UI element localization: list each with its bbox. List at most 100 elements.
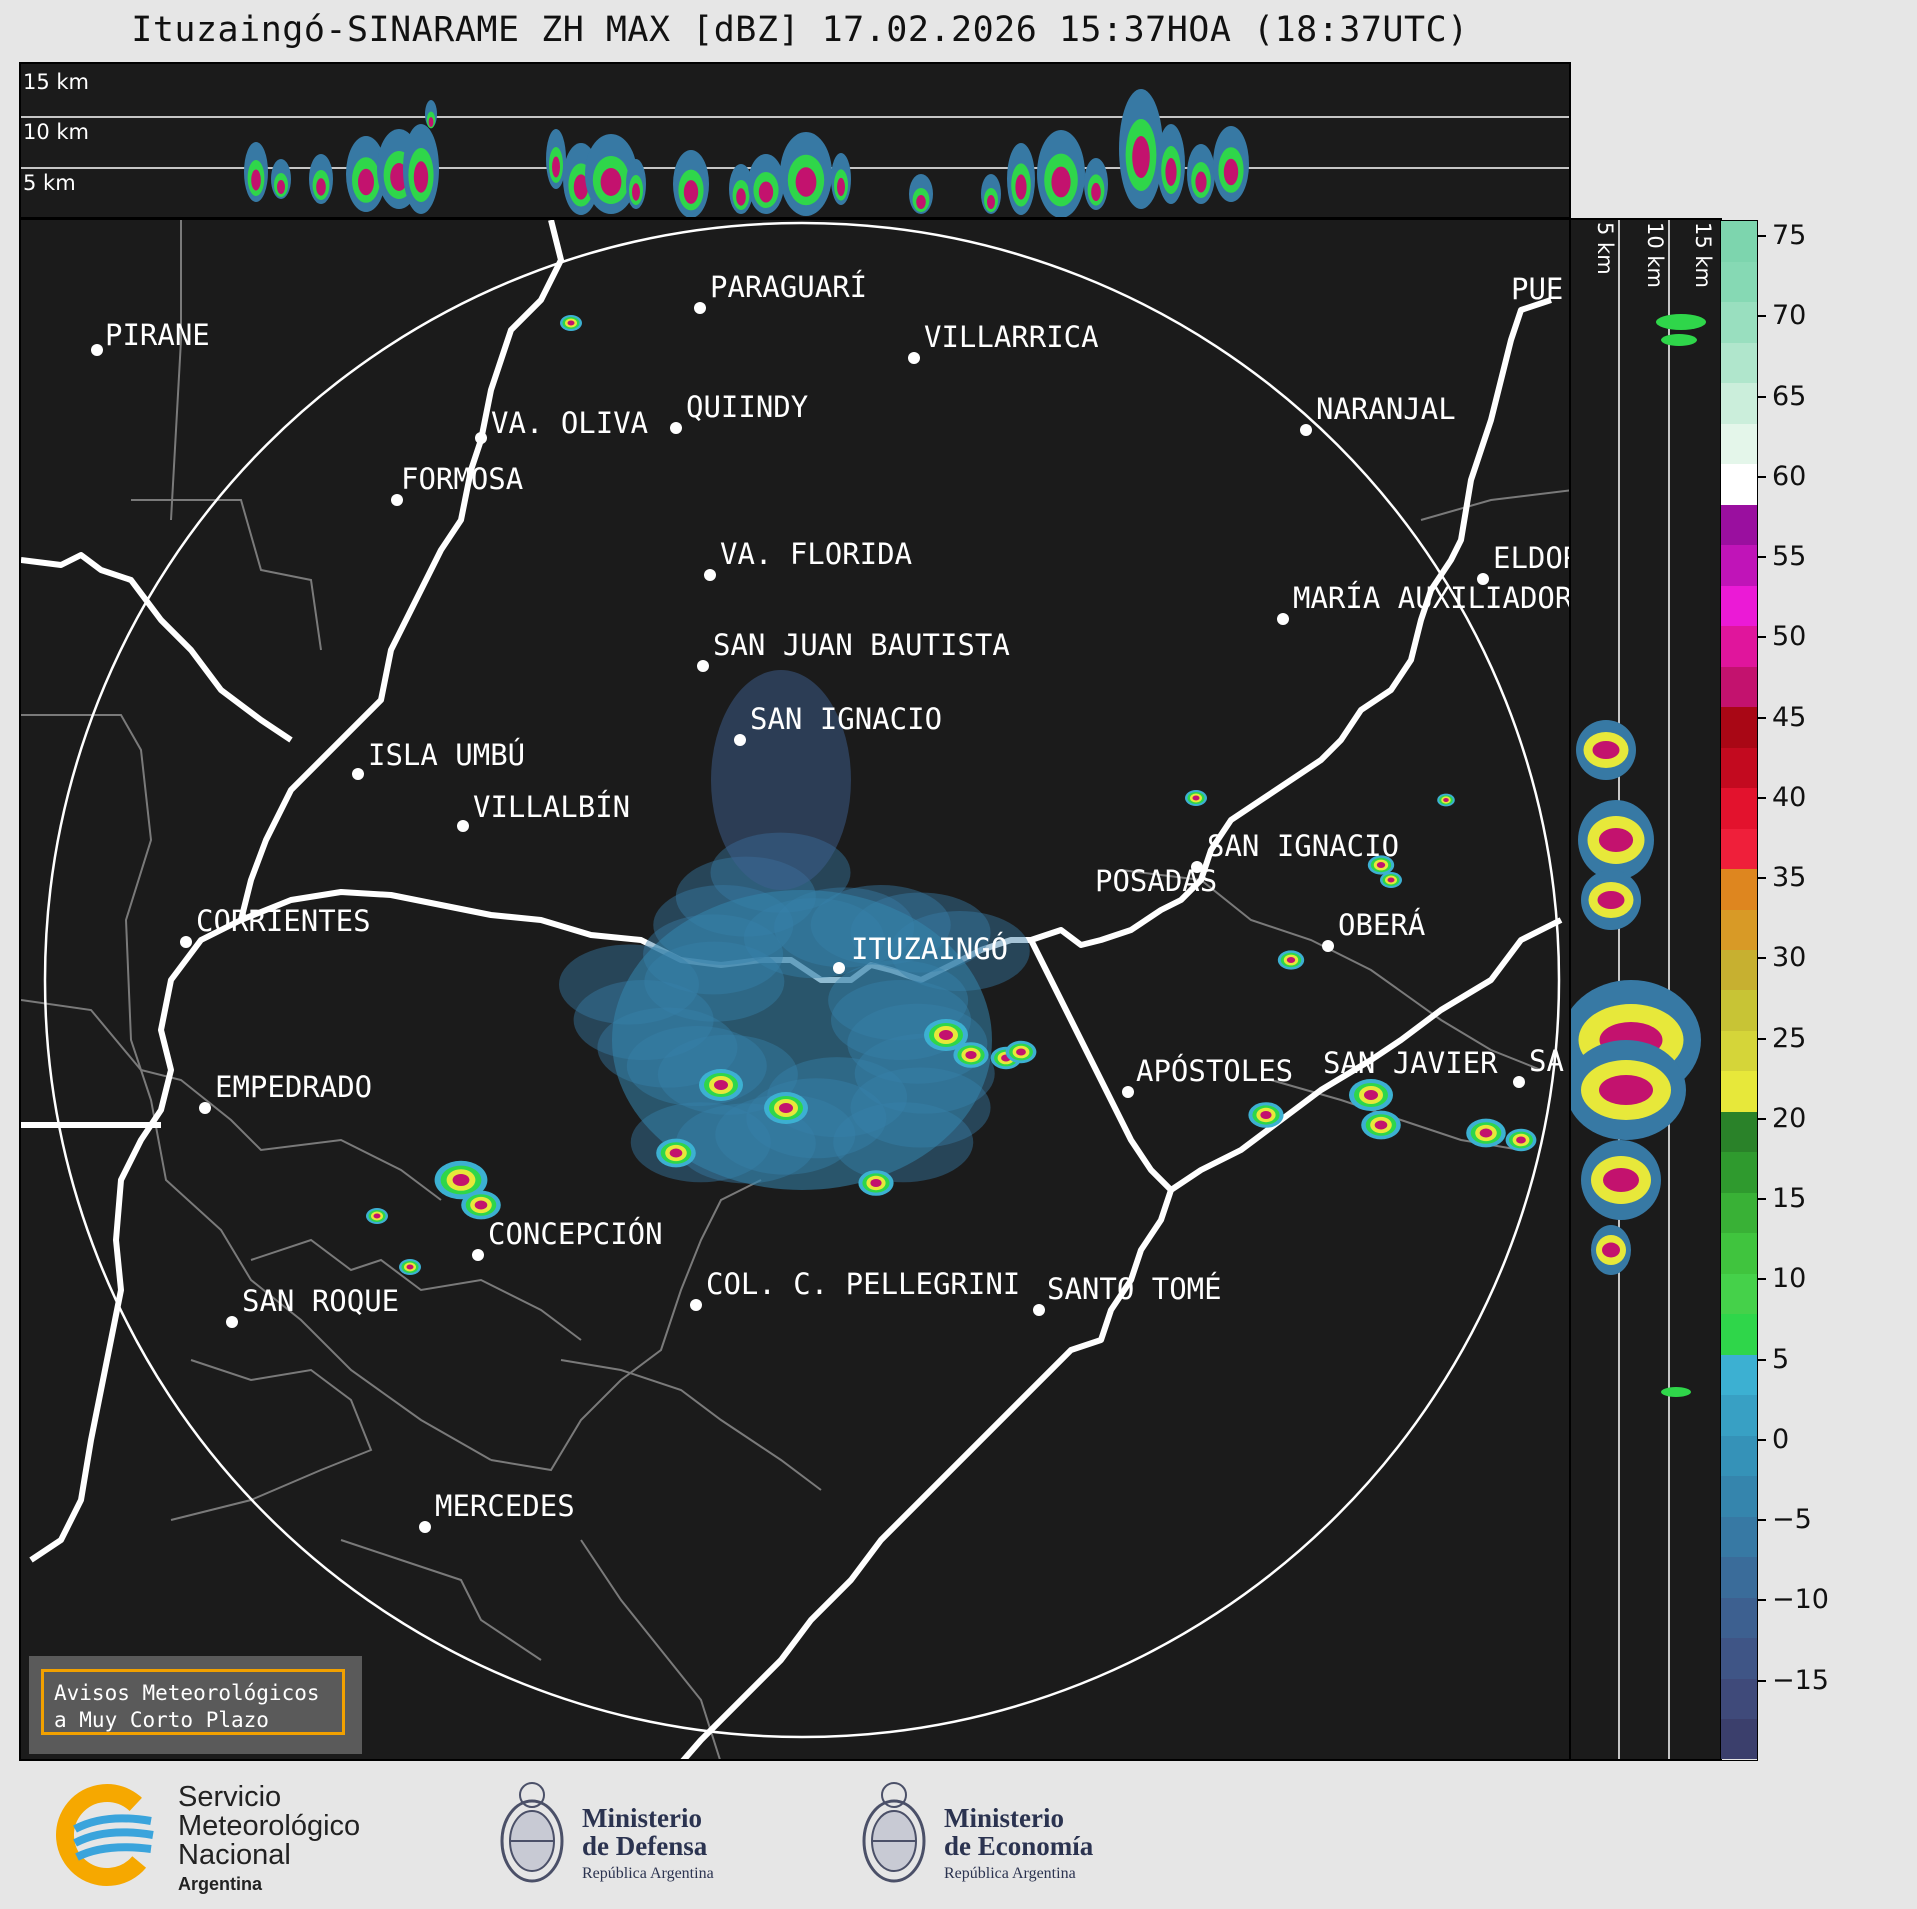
radar-echo — [1165, 158, 1177, 186]
radar-map-panel[interactable]: PIRANE PARAGUARÍ VILLARRICA VA. OLIVA QU… — [19, 218, 1571, 1761]
city-dot — [1513, 1076, 1525, 1088]
radar-echo — [1374, 1120, 1388, 1130]
colorbar-tick — [1758, 716, 1766, 719]
city-dot — [694, 302, 706, 314]
city-label-san-roque: SAN ROQUE — [242, 1284, 400, 1318]
radar-echo — [452, 1174, 470, 1186]
warning-frame[interactable]: Avisos Meteorológicos a Muy Corto Plazo — [41, 1669, 345, 1735]
radar-range-ring — [43, 221, 1561, 1739]
colorbar-tick-label: 15 — [1772, 1183, 1807, 1215]
radar-echo — [316, 178, 326, 196]
city-label-villalbin: VILLALBÍN — [473, 790, 631, 824]
city-dot — [1033, 1304, 1045, 1316]
colorbar-tick — [1758, 475, 1766, 478]
colorbar-tick-label: 55 — [1772, 541, 1807, 573]
radar-echo — [870, 1179, 882, 1187]
city-label-va-florida: VA. FLORIDA — [720, 537, 913, 571]
radar-echo — [1661, 1387, 1691, 1397]
colorbar-tick-label: −10 — [1772, 1584, 1829, 1616]
city-label-paraguari: PARAGUARÍ — [710, 270, 868, 304]
radar-echo — [711, 670, 851, 890]
colorbar-band — [1721, 868, 1757, 910]
economia-line-3: República Argentina — [944, 1865, 1076, 1882]
colorbar-tick — [1758, 395, 1766, 398]
colorbar-band — [1721, 1232, 1757, 1274]
side-10km-label: 10 km — [1643, 222, 1667, 289]
city-label-santo-tome: SANTO TOMÉ — [1047, 1272, 1222, 1306]
radar-echo — [669, 1148, 683, 1158]
colorbar-tick-label: 10 — [1772, 1263, 1807, 1295]
colorbar-tick — [1758, 1278, 1766, 1281]
city-label-maria-auxiliador: MARÍA AUXILIADOR — [1293, 581, 1571, 615]
colorbar-band — [1721, 1192, 1757, 1234]
colorbar-band — [1721, 1475, 1757, 1517]
colorbar-band — [1721, 423, 1757, 465]
city-label-san-ignacio-py: SAN IGNACIO — [750, 702, 943, 736]
city-dot — [199, 1102, 211, 1114]
top-5km-label: 5 km — [23, 171, 76, 195]
city-dot — [226, 1316, 238, 1328]
city-label-ituzaingo: ITUZAINGÓ — [851, 932, 1009, 966]
radar-echo — [413, 161, 429, 193]
colorbar-band — [1721, 706, 1757, 748]
colorbar-tick — [1758, 556, 1766, 559]
radar-echo — [965, 1051, 977, 1059]
radar-echo — [758, 181, 774, 203]
dbz-colorbar — [1720, 220, 1758, 1761]
city-dot — [180, 936, 192, 948]
colorbar-band — [1721, 1718, 1757, 1760]
colorbar-band — [1721, 1111, 1757, 1153]
colorbar-tick-label: 65 — [1772, 380, 1807, 412]
city-dot — [472, 1249, 484, 1261]
city-dot — [704, 569, 716, 581]
colorbar-band — [1721, 261, 1757, 303]
colorbar-tick — [1758, 1679, 1766, 1682]
colorbar-tick — [1758, 1599, 1766, 1602]
defensa-line-2: de Defensa — [582, 1831, 708, 1861]
warning-box[interactable]: Avisos Meteorológicos a Muy Corto Plazo — [29, 1656, 362, 1754]
colorbar-tick-label: −5 — [1772, 1504, 1812, 1536]
city-label-mercedes: MERCEDES — [435, 1489, 575, 1523]
radar-echo — [1195, 171, 1207, 193]
radar-echo — [358, 168, 374, 196]
city-label-sa: SA — [1529, 1044, 1564, 1078]
radar-echo — [1015, 174, 1027, 200]
colorbar-tick-label: 50 — [1772, 621, 1807, 653]
colorbar-tick-label: 5 — [1772, 1343, 1790, 1375]
warning-line-1: Avisos Meteorológicos — [54, 1681, 320, 1705]
radar-echo — [795, 167, 817, 197]
colorbar-band — [1721, 625, 1757, 667]
colorbar-tick-label: 40 — [1772, 781, 1807, 813]
radar-echo — [552, 156, 560, 178]
colorbar-band — [1721, 585, 1757, 627]
city-dot — [1477, 573, 1489, 585]
smn-logo-text: Servicio Meteorológico Nacional Argentin… — [178, 1783, 360, 1899]
city-label-san-javier: SAN JAVIER — [1323, 1046, 1498, 1080]
side-5km-label: 5 km — [1593, 222, 1617, 275]
colorbar-band — [1721, 463, 1757, 505]
city-dot — [670, 422, 682, 434]
radar-echo — [1051, 166, 1071, 198]
radar-echo — [714, 1080, 728, 1090]
colorbar-band — [1721, 1597, 1757, 1639]
colorbar-band — [1721, 909, 1757, 951]
river-borders — [21, 220, 1563, 1759]
city-label-concepcion: CONCEPCIÓN — [488, 1217, 663, 1251]
colorbar-band — [1721, 1556, 1757, 1598]
colorbar-tick — [1758, 636, 1766, 639]
radar-echo — [573, 174, 589, 200]
colorbar-tick-label: 60 — [1772, 460, 1807, 492]
radar-echo — [251, 169, 261, 191]
radar-echo — [1479, 1128, 1493, 1138]
colorbar-band — [1721, 342, 1757, 384]
city-dot — [91, 344, 103, 356]
radar-echo — [632, 183, 640, 201]
colorbar-band — [1721, 1354, 1757, 1396]
city-label-naranjal: NARANJAL — [1316, 392, 1456, 426]
radar-echo — [428, 117, 434, 127]
colorbar-tick — [1758, 235, 1766, 238]
radar-echo — [1286, 957, 1296, 963]
radar-echo — [1132, 136, 1150, 178]
radar-echo — [779, 1103, 793, 1113]
radar-echo — [1376, 862, 1386, 868]
